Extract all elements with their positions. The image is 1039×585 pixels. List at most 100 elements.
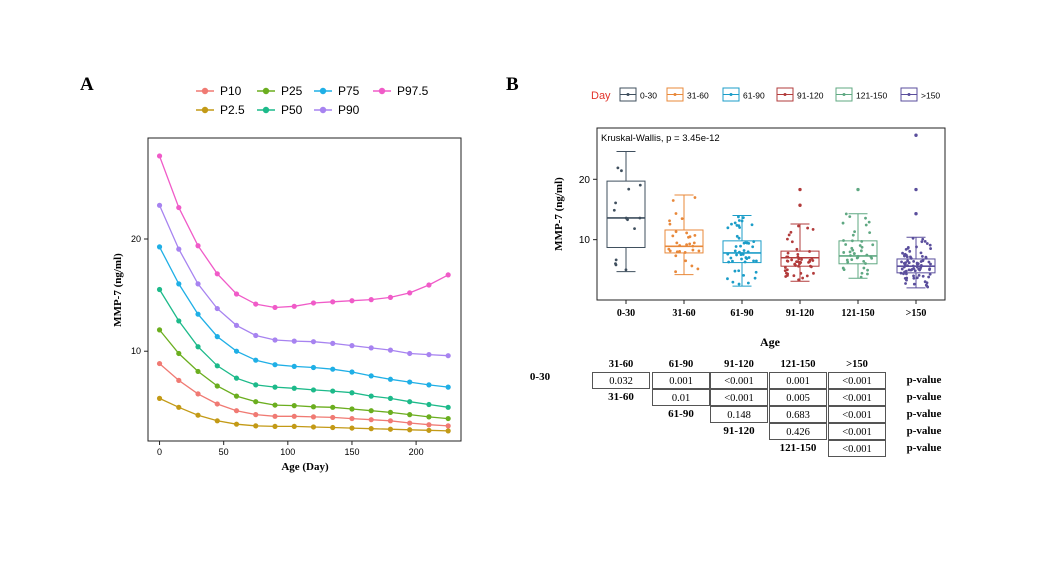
data-point bbox=[349, 406, 355, 412]
jitter-point bbox=[675, 250, 679, 254]
jitter-point bbox=[638, 183, 642, 187]
legend-item-p75: P75 bbox=[314, 84, 360, 98]
jitter-point bbox=[739, 244, 742, 248]
table-cell: 0.005 bbox=[769, 389, 827, 406]
data-point bbox=[291, 385, 297, 391]
jitter-point bbox=[614, 201, 618, 205]
jitter-point bbox=[691, 244, 695, 248]
jitter-point bbox=[731, 280, 735, 284]
jitter-point bbox=[900, 267, 904, 271]
x-tick-label: 200 bbox=[409, 447, 424, 457]
jitter-point bbox=[800, 258, 803, 261]
jitter-point bbox=[928, 272, 932, 276]
table-row-label: 61-90 bbox=[668, 408, 694, 420]
data-point bbox=[195, 281, 201, 287]
jitter-point bbox=[727, 260, 731, 264]
data-point bbox=[445, 272, 451, 278]
jitter-point bbox=[811, 228, 815, 231]
jitter-point bbox=[798, 260, 802, 264]
data-point bbox=[176, 204, 182, 211]
data-point bbox=[426, 414, 432, 420]
jitter-point bbox=[737, 219, 741, 222]
data-point bbox=[445, 423, 451, 429]
jitter-point bbox=[730, 222, 733, 226]
outlier-point bbox=[856, 187, 860, 192]
table-cell: 0.148 bbox=[710, 406, 768, 423]
jitter-point bbox=[858, 244, 862, 247]
data-point bbox=[349, 425, 355, 431]
outlier-point bbox=[798, 203, 802, 207]
outlier-point bbox=[914, 187, 918, 192]
jitter-point bbox=[904, 247, 908, 251]
jitter-point bbox=[851, 233, 855, 237]
jitter-point bbox=[864, 262, 867, 265]
box-121-150 bbox=[838, 187, 878, 279]
data-point bbox=[214, 363, 220, 369]
x-tick-label: 100 bbox=[280, 447, 295, 457]
legend-label: 121-150 bbox=[856, 91, 887, 101]
data-point bbox=[330, 366, 336, 372]
series-line-p50 bbox=[158, 289, 449, 408]
jitter-point bbox=[801, 276, 805, 280]
jitter-point bbox=[908, 249, 912, 253]
jitter-point bbox=[693, 233, 697, 237]
legend-swatch-marker bbox=[201, 106, 209, 114]
data-point bbox=[214, 305, 220, 312]
outlier-point bbox=[914, 211, 918, 216]
jitter-point bbox=[787, 233, 791, 237]
data-point bbox=[387, 409, 394, 415]
legend-label: P97.5 bbox=[397, 84, 429, 98]
jitter-point bbox=[919, 251, 923, 255]
jitter-point bbox=[734, 245, 738, 248]
jitter-point bbox=[674, 212, 678, 215]
jitter-point bbox=[726, 226, 730, 230]
jitter-point bbox=[797, 224, 800, 228]
table-row-label: 31-60 bbox=[608, 391, 634, 403]
data-point bbox=[387, 294, 394, 300]
jitter-point bbox=[753, 276, 757, 280]
data-point bbox=[330, 424, 336, 431]
jitter-point bbox=[864, 223, 868, 227]
jitter-point bbox=[616, 166, 620, 170]
jitter-point bbox=[735, 224, 739, 227]
data-point bbox=[272, 362, 278, 368]
jitter-point bbox=[733, 269, 737, 273]
jitter-point bbox=[674, 254, 678, 258]
data-point bbox=[233, 421, 240, 427]
table-row-suffix: p-value bbox=[906, 425, 942, 437]
jitter-point bbox=[842, 268, 846, 272]
legend-item-p25: P25 bbox=[257, 84, 303, 98]
jitter-point bbox=[902, 265, 906, 269]
data-point bbox=[426, 401, 432, 408]
jitter-point bbox=[789, 230, 793, 234]
data-point bbox=[310, 414, 317, 420]
jitter-point bbox=[927, 275, 931, 279]
table-col-header: >150 bbox=[846, 359, 868, 370]
jitter-point bbox=[793, 262, 797, 266]
jitter-point bbox=[929, 247, 932, 250]
iqr-box bbox=[780, 250, 820, 267]
jitter-point bbox=[740, 219, 744, 223]
jitter-point bbox=[850, 258, 854, 262]
panel-b-y-axis-title: MMP-7 (ng/ml) bbox=[553, 177, 565, 251]
jitter-point bbox=[667, 247, 671, 251]
data-point bbox=[156, 244, 163, 250]
jitter-point bbox=[806, 226, 810, 230]
jitter-point bbox=[905, 278, 908, 282]
iqr-box bbox=[838, 240, 878, 265]
jitter-point bbox=[733, 221, 737, 225]
jitter-point bbox=[921, 237, 925, 241]
jitter-point bbox=[866, 272, 869, 276]
data-point bbox=[368, 297, 374, 303]
data-point bbox=[426, 422, 432, 428]
data-point bbox=[272, 413, 278, 419]
jitter-point bbox=[633, 227, 636, 231]
jitter-point bbox=[795, 247, 799, 251]
jitter-point bbox=[902, 261, 906, 265]
legend-item-p10: P10 bbox=[196, 84, 242, 98]
jitter-point bbox=[911, 264, 915, 268]
data-point bbox=[233, 291, 240, 297]
jitter-point bbox=[924, 256, 928, 260]
jitter-point bbox=[783, 266, 787, 269]
